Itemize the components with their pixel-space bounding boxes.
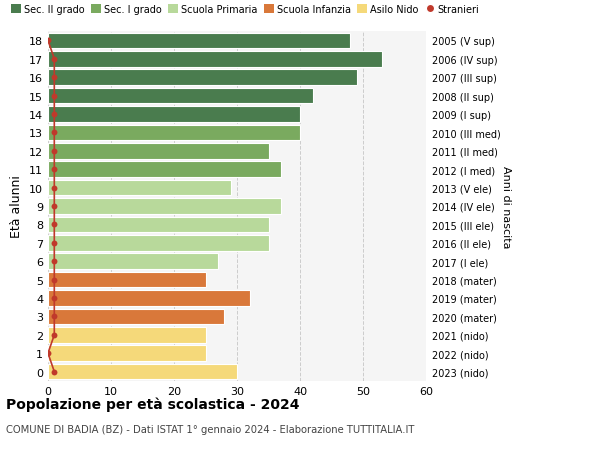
Bar [48,309,224,325]
Point [49,258,59,265]
Bar [48,327,205,343]
Bar [48,254,218,269]
Point [49,368,59,375]
Bar [48,89,313,104]
Bar [48,52,382,67]
Point [49,93,59,100]
Bar [48,364,237,380]
Bar [48,70,356,86]
Point [49,129,59,137]
Bar [48,125,300,141]
Bar [48,346,205,361]
Y-axis label: Anni di nascita: Anni di nascita [502,165,511,248]
Bar [48,235,269,251]
Bar [48,34,350,49]
Point [49,111,59,118]
Point [49,313,59,320]
Bar [48,272,205,288]
Point [49,221,59,229]
Text: Popolazione per età scolastica - 2024: Popolazione per età scolastica - 2024 [6,397,299,412]
Point [49,331,59,339]
Bar [48,291,250,306]
Text: COMUNE DI BADIA (BZ) - Dati ISTAT 1° gennaio 2024 - Elaborazione TUTTITALIA.IT: COMUNE DI BADIA (BZ) - Dati ISTAT 1° gen… [6,425,415,435]
Point [43,38,53,45]
Bar [48,107,300,123]
Bar [48,144,269,159]
Point [49,74,59,82]
Point [49,166,59,174]
Point [43,350,53,357]
Bar [48,180,230,196]
Bar [48,162,281,178]
Point [49,185,59,192]
Point [49,276,59,284]
Point [49,148,59,155]
Point [49,203,59,210]
Point [49,56,59,63]
Legend: Sec. II grado, Sec. I grado, Scuola Primaria, Scuola Infanzia, Asilo Nido, Stran: Sec. II grado, Sec. I grado, Scuola Prim… [11,5,479,15]
Y-axis label: Età alunni: Età alunni [10,175,23,238]
Point [49,295,59,302]
Bar [48,217,269,233]
Bar [48,199,281,214]
Point [49,240,59,247]
